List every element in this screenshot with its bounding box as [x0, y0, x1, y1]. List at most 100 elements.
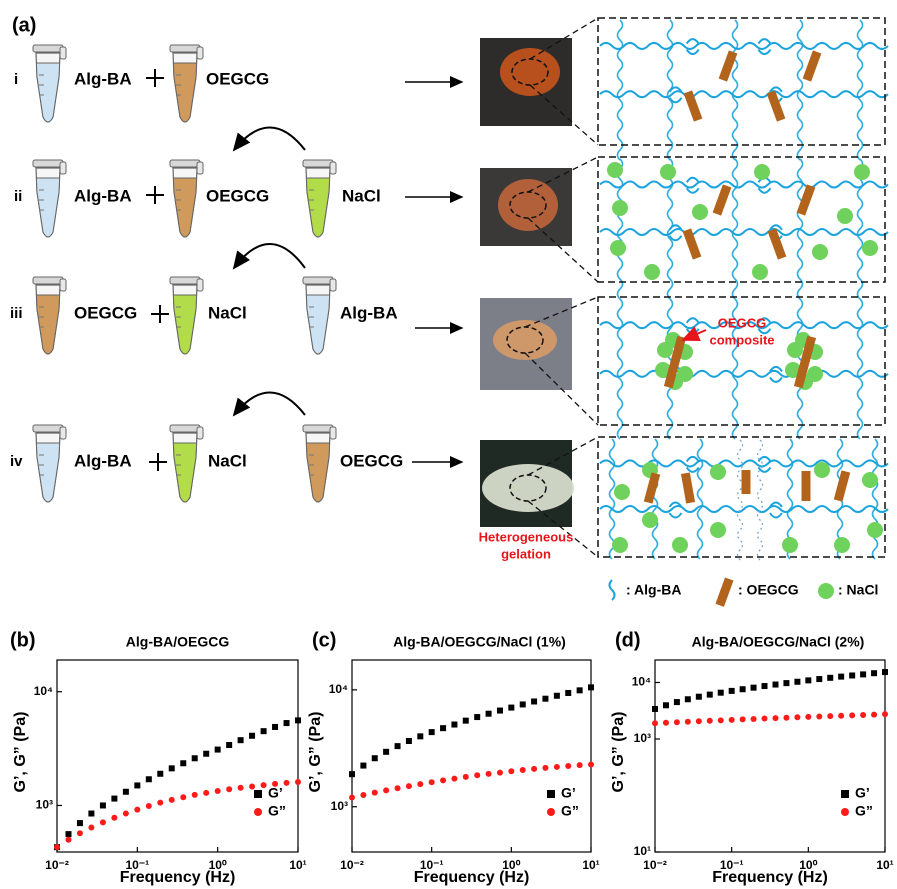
point — [871, 670, 877, 676]
tube-liquid — [306, 178, 329, 237]
photo-note: gelation — [501, 546, 551, 561]
point — [740, 686, 746, 692]
tube-label: OEGCG — [206, 186, 269, 205]
tube-cap — [170, 45, 200, 52]
point — [249, 783, 255, 789]
crosslink — [669, 513, 681, 518]
figure: (a) i Alg-BA OEGCG ii Alg-BA OEGCG NaCl … — [0, 0, 897, 889]
callout-arrow — [683, 330, 706, 340]
point — [554, 693, 560, 699]
point — [508, 705, 514, 711]
nacl-dot — [710, 522, 726, 538]
x-tick-label: 10⁰ — [799, 858, 817, 872]
nacl-dot — [854, 164, 870, 180]
point — [674, 699, 680, 705]
oegcg-bar — [802, 471, 811, 501]
y-tick-label: 10¹ — [634, 844, 651, 858]
point — [360, 763, 366, 769]
point — [783, 680, 789, 686]
point — [77, 830, 83, 836]
alg-chain — [858, 20, 863, 160]
tube-cap — [330, 279, 336, 291]
legend-text: : Alg-BA — [626, 582, 681, 598]
tube-liquid — [36, 295, 59, 354]
tube-cap — [303, 425, 333, 432]
tube-label: NaCl — [208, 451, 247, 470]
tube-cap — [303, 277, 333, 284]
legend-label: G’ — [268, 785, 283, 801]
tube-cap — [197, 427, 203, 439]
legend-dot — [818, 583, 834, 599]
nacl-dot — [644, 264, 660, 280]
point — [531, 766, 537, 772]
point — [751, 716, 757, 722]
alg-chain — [858, 299, 863, 439]
legend-marker — [547, 790, 555, 798]
legend-label: G’ — [561, 785, 576, 801]
point — [192, 755, 198, 761]
y-axis-label: G’, G” (Pa) — [12, 712, 29, 793]
tube — [170, 45, 203, 122]
point — [577, 687, 583, 693]
point — [146, 803, 152, 809]
nacl-dot — [642, 512, 658, 528]
crosslink — [687, 188, 699, 193]
crosslink — [758, 50, 770, 55]
tube-label: OEGCG — [74, 303, 137, 322]
callout: OEGCG — [718, 315, 766, 330]
crosslink — [770, 513, 782, 518]
tube-cap — [33, 160, 63, 167]
point — [474, 714, 480, 720]
point — [486, 771, 492, 777]
point — [77, 820, 83, 826]
tube-liquid — [36, 178, 59, 237]
nacl-dot — [710, 464, 726, 480]
crosslink — [770, 377, 782, 382]
nacl-dot — [834, 537, 850, 553]
point — [520, 701, 526, 707]
point — [406, 738, 412, 744]
panel-label: (b) — [10, 629, 36, 651]
tube-cap — [60, 279, 66, 291]
crosslink — [687, 318, 699, 323]
legend-marker — [841, 790, 849, 798]
tube — [33, 160, 66, 237]
point — [565, 690, 571, 696]
nacl-dot — [812, 244, 828, 260]
point — [805, 714, 811, 720]
point — [429, 729, 435, 735]
point — [816, 714, 822, 720]
chart-title: Alg-BA/OEGCG/NaCl (1%) — [393, 634, 566, 650]
nacl-dot — [612, 537, 628, 553]
legend-label: G” — [268, 803, 286, 819]
tube-cap — [170, 425, 200, 432]
tube-liquid — [173, 443, 196, 502]
point — [794, 679, 800, 685]
alg-chain — [873, 439, 878, 559]
point — [65, 831, 71, 837]
tube-cap — [303, 160, 333, 167]
point — [272, 724, 278, 730]
tube-cap — [60, 162, 66, 174]
crosslink — [758, 457, 770, 462]
tube-liquid — [173, 295, 196, 354]
tube-label: Alg-BA — [74, 186, 132, 205]
alg-chain — [600, 229, 888, 235]
alg-chain — [858, 159, 863, 299]
y-tick-label: 10⁴ — [632, 675, 651, 689]
y-axis-label: G’, G” (Pa) — [610, 712, 627, 793]
tube-cap — [33, 277, 63, 284]
tube-cap — [197, 162, 203, 174]
row-numeral: ii — [14, 188, 22, 205]
point — [146, 776, 152, 782]
y-tick-label: 10³ — [36, 798, 53, 812]
legend-label: G’ — [855, 785, 870, 801]
point — [54, 844, 60, 850]
point — [215, 747, 221, 753]
legend-marker — [547, 808, 555, 816]
y-tick-label: 10³ — [331, 799, 348, 813]
point — [554, 764, 560, 770]
panel-a-layout — [33, 18, 888, 607]
point — [588, 761, 594, 767]
nacl-dot — [754, 164, 770, 180]
